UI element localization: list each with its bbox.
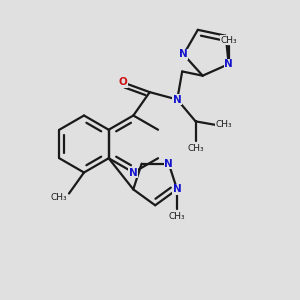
Text: N: N [224, 59, 233, 69]
Text: N: N [179, 50, 188, 59]
Text: CH₃: CH₃ [169, 212, 185, 221]
Text: N: N [173, 184, 182, 194]
Text: O: O [118, 77, 127, 87]
Text: CH₃: CH₃ [220, 36, 237, 45]
Text: CH₃: CH₃ [216, 120, 232, 129]
Text: CH₃: CH₃ [187, 144, 204, 153]
Text: N: N [164, 159, 173, 169]
Text: N: N [129, 167, 138, 178]
Text: CH₃: CH₃ [50, 194, 67, 202]
Text: N: N [173, 94, 182, 104]
